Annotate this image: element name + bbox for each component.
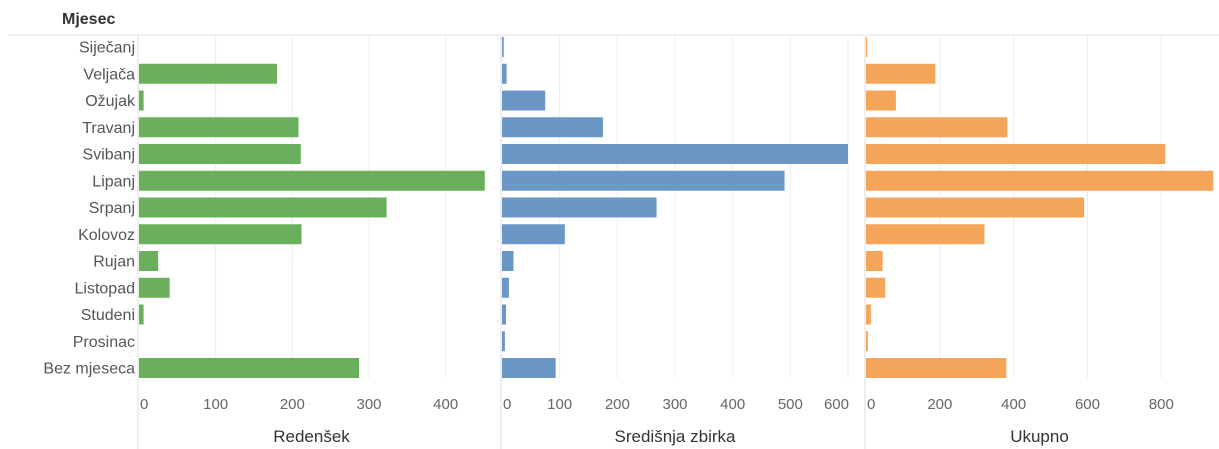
category-label: Rujan [93,254,135,271]
bar [502,197,657,218]
category-label: Lipanj [92,173,135,190]
bar [139,90,144,111]
tick-label: 500 [778,396,803,413]
bar [139,224,302,245]
tick-label: 600 [1075,396,1100,413]
tick-label: 800 [1149,396,1174,413]
tick-label: 600 [824,396,849,413]
tick-label: 200 [280,396,305,413]
bar [139,63,277,84]
bar [866,304,871,325]
bar [502,37,504,57]
tick-label: 100 [547,396,572,413]
category-label: Svibanj [83,147,135,164]
bar [139,277,170,298]
category-label: Kolovoz [78,227,135,244]
category-label: Siječanj [79,40,135,57]
row-header-label: Mjesec [62,11,115,28]
bar [866,358,1007,378]
bar [866,37,868,57]
bar [502,251,514,271]
bar [502,117,603,138]
bar [866,170,1214,191]
tick-label: 0 [140,396,148,413]
bar [139,358,360,378]
bar [866,277,886,298]
category-label: Prosinac [73,334,135,351]
category-label: Listopad [75,280,136,297]
bar [866,63,936,84]
panel-title: Redenšek [273,427,350,446]
panel-title: Središnja zbirka [615,427,736,446]
bar [502,90,546,111]
bar [502,63,507,84]
bar [139,304,144,325]
tick-label: 200 [927,396,952,413]
bar [866,117,1008,138]
bar [502,170,785,191]
category-label: Bez mjeseca [43,361,135,378]
bar [502,144,848,164]
bar [502,358,556,378]
bar [139,251,159,271]
tick-label: 300 [662,396,687,413]
category-label: Studeni [81,307,135,324]
category-label: Srpanj [89,200,135,217]
panel-title: Ukupno [1010,427,1069,446]
bar [866,197,1085,218]
bar [866,224,985,245]
tick-label: 400 [433,396,458,413]
tick-label: 400 [720,396,745,413]
category-label: Travanj [82,120,135,137]
bar [866,90,896,111]
tick-label: 0 [503,396,511,413]
tick-label: 400 [1001,396,1026,413]
bar [502,224,565,245]
bar [139,197,387,218]
bar [502,304,507,325]
bar [866,251,883,271]
bar [139,170,485,191]
tick-label: 200 [605,396,630,413]
bar [502,277,509,298]
bar [139,144,301,164]
tick-label: 100 [203,396,228,413]
bar [866,331,868,352]
category-label: Veljača [83,66,135,83]
bar [866,144,1166,164]
tick-label: 300 [356,396,381,413]
bar [139,117,299,138]
bar [502,331,505,352]
tick-label: 0 [867,396,875,413]
category-label: Ožujak [85,93,136,110]
